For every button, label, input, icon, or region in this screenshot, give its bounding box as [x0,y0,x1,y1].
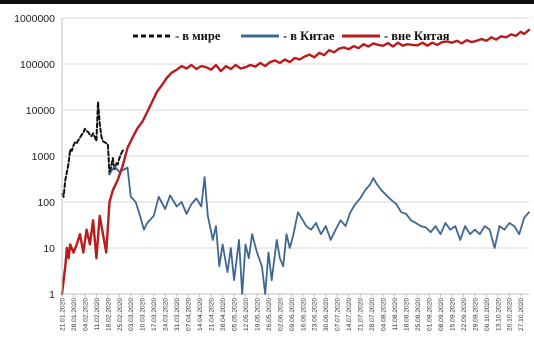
x-tick-label: 11.08.2020 [392,298,399,331]
x-tick-label: 18.08.2020 [404,298,411,331]
series-line-1 [108,165,530,295]
x-tick-label: 01.09.2020 [426,298,433,331]
x-tick-label: 18.02.2020 [105,298,112,331]
y-tick-label: 1 [49,289,55,301]
x-tick-label: 20.10.2020 [507,298,514,331]
y-tick-label: 10000 [26,105,55,117]
x-tick-label: 05.05.2020 [232,298,239,331]
x-tick-label: 27.10.2020 [518,298,525,331]
x-tick-label: 21.01.2020 [59,298,66,331]
x-tick-label: 02.06.2020 [277,298,284,331]
series-layer [60,28,531,296]
x-tick-label: 16.06.2020 [300,298,307,331]
x-tick-label: 03.03.2020 [128,298,135,331]
x-tick-label: 28.04.2020 [220,298,227,331]
y-tick-label: 100000 [20,59,55,71]
x-tick-label: 13.10.2020 [495,298,502,331]
x-tick-label: 30.06.2020 [323,298,330,331]
x-tick-label: 28.01.2020 [71,298,78,331]
x-tick-label: 09.06.2020 [289,298,296,331]
x-tick-label: 21.07.2020 [358,298,365,331]
x-axis: 21.01.2020 28.01.2020 04.02.2020 11.02.2020… [59,294,525,331]
x-tick-label: 28.07.2020 [369,298,376,331]
legend: - в мире - в Китае - вне Китая [133,29,450,43]
cropped-text-strip [0,0,534,4]
x-tick-label: 25.08.2020 [415,298,422,331]
series-line-2 [60,28,531,296]
y-tick-label: 100 [37,197,55,209]
legend-label: - вне Китая [384,29,450,43]
x-tick-label: 10.03.2020 [140,298,147,331]
x-tick-label: 12.05.2020 [243,298,250,331]
x-tick-label: 07.04.2020 [186,298,193,331]
x-tick-label: 21.04.2020 [209,298,216,331]
x-tick-label: 15.09.2020 [449,298,456,331]
legend-label: - в мире [175,29,221,43]
x-tick-label: 29.09.2020 [472,298,479,331]
x-tick-label: 17.03.2020 [151,298,158,331]
legend-label: - в Китае [283,29,335,43]
x-tick-label: 04.02.2020 [82,298,89,331]
x-tick-label: 14.04.2020 [197,298,204,331]
x-tick-label: 31.03.2020 [174,298,181,331]
grid-layer [62,17,529,295]
series-line-0 [61,100,126,198]
x-tick-label: 22.09.2020 [461,298,468,331]
x-tick-label: 19.05.2020 [254,298,261,331]
y-tick-label: 1000000 [14,13,55,25]
x-tick-label: 25.02.2020 [117,298,124,331]
x-tick-label: 04.08.2020 [381,298,388,331]
y-tick-label: 10 [43,243,55,255]
x-tick-label: 11.02.2020 [94,298,101,331]
y-axis: 1 10 100 1000 10000 100000 1000000 [14,13,63,301]
y-tick-label: 1000 [32,151,56,163]
x-tick-label: 06.10.2020 [484,298,491,331]
x-tick-label: 08.09.2020 [438,298,445,331]
x-tick-label: 24.03.2020 [163,298,170,331]
x-tick-label: 23.06.2020 [312,298,319,331]
x-tick-label: 14.07.2020 [346,298,353,331]
x-tick-label: 26.05.2020 [266,298,273,331]
x-tick-label: 07.07.2020 [335,298,342,331]
